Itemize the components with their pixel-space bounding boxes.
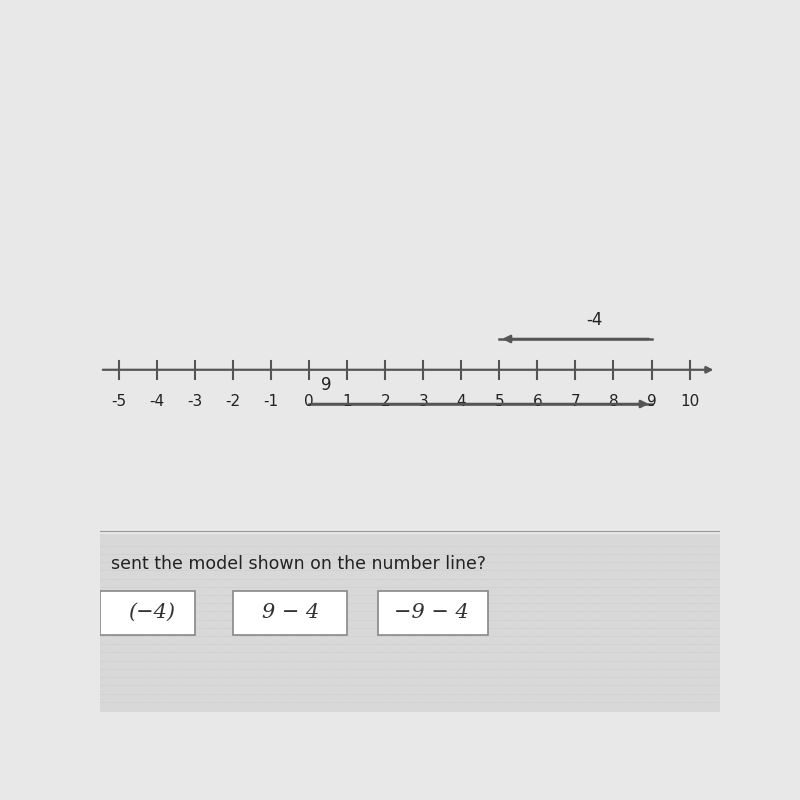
Text: 10: 10 — [680, 394, 699, 409]
Text: (−4): (−4) — [128, 603, 175, 622]
Text: -2: -2 — [226, 394, 241, 409]
Text: 4: 4 — [457, 394, 466, 409]
Text: 6: 6 — [533, 394, 542, 409]
FancyBboxPatch shape — [100, 590, 195, 635]
Text: -5: -5 — [111, 394, 126, 409]
Text: 3: 3 — [418, 394, 428, 409]
Text: 9: 9 — [321, 376, 331, 394]
Text: sent the model shown on the number line?: sent the model shown on the number line? — [111, 554, 486, 573]
Bar — [100, 534, 720, 712]
FancyBboxPatch shape — [233, 590, 347, 635]
Text: -4: -4 — [586, 310, 602, 329]
Text: 9: 9 — [646, 394, 657, 409]
Text: 7: 7 — [570, 394, 580, 409]
Text: −9 − 4: −9 − 4 — [394, 603, 468, 622]
Text: 5: 5 — [494, 394, 504, 409]
Text: -1: -1 — [264, 394, 278, 409]
Text: -3: -3 — [187, 394, 202, 409]
FancyBboxPatch shape — [378, 590, 488, 635]
Text: -4: -4 — [150, 394, 165, 409]
Text: 0: 0 — [304, 394, 314, 409]
Text: 2: 2 — [381, 394, 390, 409]
Text: nswers.: nswers. — [111, 592, 178, 610]
Text: 8: 8 — [609, 394, 618, 409]
Text: 9 − 4: 9 − 4 — [262, 603, 319, 622]
Text: 1: 1 — [342, 394, 352, 409]
